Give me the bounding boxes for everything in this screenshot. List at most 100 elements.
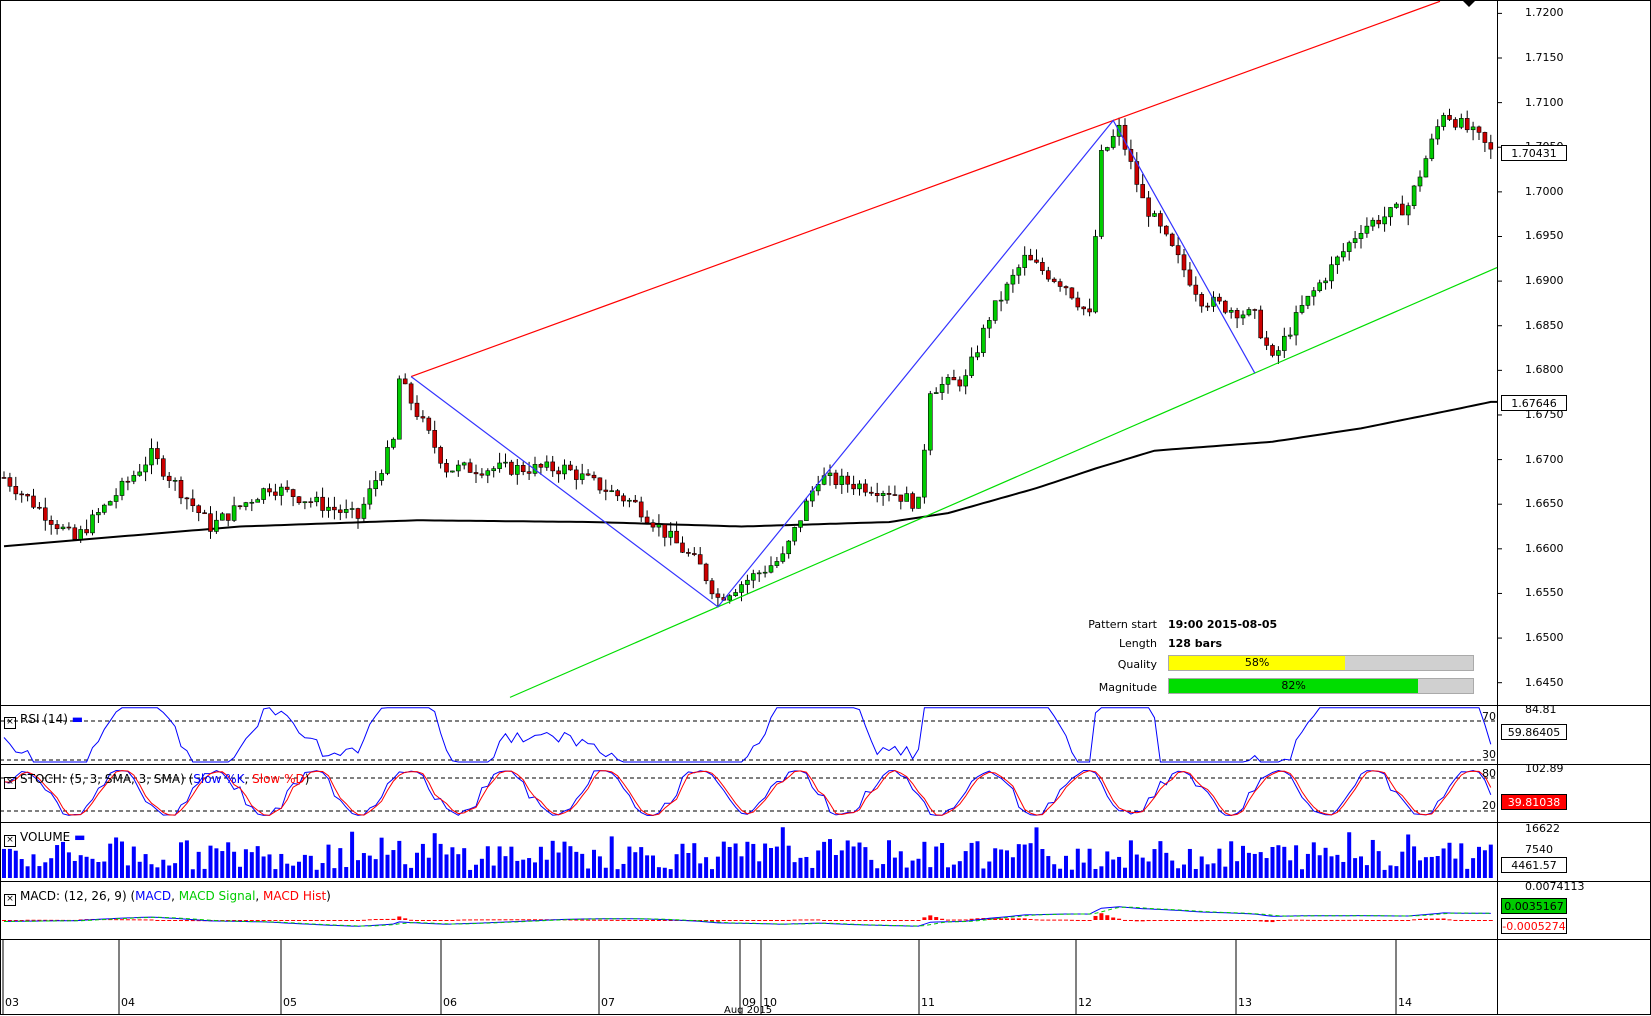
candle-body [284,486,290,490]
volume-bar [727,846,732,878]
candle-body [1199,294,1204,307]
macd-hist-bar [1353,919,1358,921]
macd-hist-bar [774,920,779,921]
macd-hist-bar [662,920,667,921]
candle-body [992,300,998,321]
volume-bar [816,850,821,878]
volume-bar [633,852,638,878]
macd-hist-bar [173,920,178,921]
candle-body [1464,118,1470,131]
candle-body [149,448,154,466]
quality-value: 58% [1244,656,1270,669]
macd-hist-bar [261,920,266,921]
collapse-icon[interactable]: × [4,777,16,789]
volume-bar [515,860,520,878]
collapse-icon[interactable]: × [4,894,16,906]
macd-hist-bar [957,919,962,921]
candle-body [609,490,615,492]
macd-hist-bar [1022,918,1027,920]
time-tick-label: 13 [1238,996,1252,1009]
candle-body [296,496,302,504]
macd-hist-bar [975,918,980,920]
macd-hist-bar [715,920,720,922]
volume-bar [415,852,419,878]
volume-bar [13,850,18,878]
candle-body [1388,207,1393,218]
volume-bar [550,840,555,878]
candle-body [638,501,644,518]
macd-hist-bar [149,919,154,921]
volume-bar [120,841,124,878]
volume-bar [297,861,301,878]
volume-bar [869,859,874,878]
length-value: 128 bars [1168,637,1223,650]
stoch-pane [0,769,1497,817]
volume-bar [1264,858,1269,878]
macd-hist-bar [515,919,520,921]
volume-bar [1471,858,1476,878]
volume-bar [1176,868,1181,878]
candle-body [939,384,945,393]
volume-bar [562,841,567,878]
candle-body [1217,296,1222,302]
candle-body [520,465,526,473]
candle-body [450,470,455,473]
candle-body [13,485,19,495]
volume-bar [674,854,679,878]
volume-bar [1435,856,1440,878]
macd-hist-bar [769,920,773,921]
candle-body [1004,283,1010,301]
candle-body [467,462,473,473]
volume-bar [1246,852,1251,878]
volume-bar [745,841,750,878]
volume-bar [391,850,396,878]
macd-hist-bar [993,918,998,920]
macd-hist-bar [438,920,443,921]
volume-bar [356,860,360,878]
macd-value-tag: 0.0035167 [1501,898,1567,914]
collapse-icon[interactable]: × [4,835,16,847]
volume-bar [887,840,891,878]
candle-body [922,449,927,498]
volume-bar [1441,848,1446,878]
volume-bar [574,851,579,878]
candle-body [237,505,243,508]
volume-bar [326,844,331,878]
stoch-d-line [3,770,1492,816]
volume-bar [184,840,189,878]
macd-hist-bar [1429,918,1434,920]
macd-hist-bar [332,920,337,921]
volume-bar [1359,856,1363,878]
candle-body [1099,150,1104,237]
volume-bar [143,854,148,878]
candle-body [514,465,520,475]
volume-bar [1052,864,1057,878]
volume-bar [403,864,408,878]
volume-bar [314,869,319,878]
time-tick-label: 06 [443,996,457,1009]
volume-bar [261,856,266,878]
candlestick-layer [1,108,1494,608]
macd-hist-bar [1217,920,1222,921]
macd-hist-bar [243,920,248,921]
volume-bar [981,868,986,878]
candle-body [756,572,762,575]
macd-hist-bar [1064,919,1068,921]
collapse-icon[interactable]: × [4,717,16,729]
volume-bar [957,861,962,878]
volume-bar [940,843,945,878]
macd-hist-bar [1111,917,1116,920]
volume-bar [1465,868,1470,878]
rsi-value-tag: 59.86405 [1501,724,1567,740]
volume-bar [1235,861,1240,878]
macd-hist-bar [1182,920,1186,921]
candle-body [904,493,910,502]
macd-hist-bar [491,919,496,921]
stoch-title: × STOCH: (5, 3, SMA, 3, SMA) (Slow %K, Sl… [4,772,309,789]
macd-hist-bar [1270,920,1275,923]
macd-hist-bar [37,919,42,921]
macd-hist-bar [969,918,974,920]
candle-body [674,530,679,544]
candle-body [945,377,951,385]
